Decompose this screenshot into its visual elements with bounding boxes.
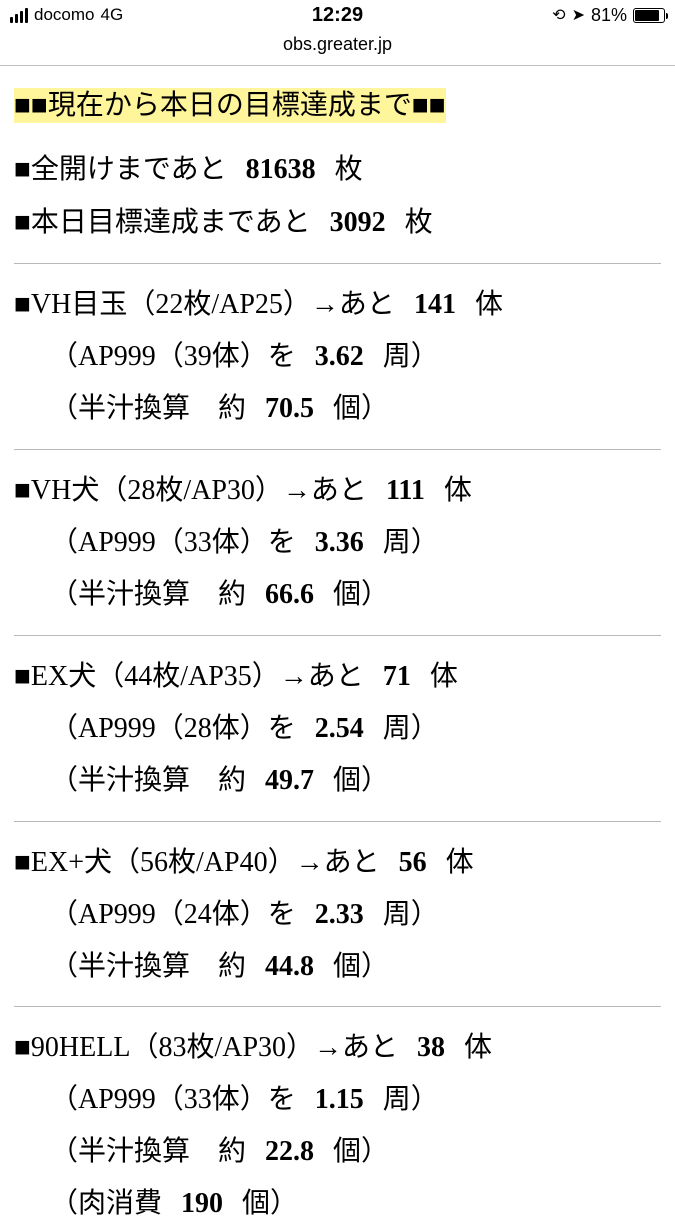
half-row: （半汁換算 約 22.8 個） bbox=[14, 1126, 661, 1178]
ap-suffix: 周） bbox=[383, 1084, 439, 1115]
status-left: docomo 4G bbox=[10, 5, 123, 25]
half-row: （半汁換算 約 44.8 個） bbox=[14, 941, 661, 993]
section-explus-dog: ■EX+犬（56枚/AP40）→あと 56 体 （AP999（24体）を 2.3… bbox=[14, 836, 661, 993]
summary-row-2: ■本日目標達成まであと 3092 枚 bbox=[14, 196, 661, 249]
ap-suffix: 周） bbox=[383, 713, 439, 744]
carrier-label: docomo bbox=[34, 5, 94, 25]
summary2-suffix: 枚 bbox=[405, 207, 433, 238]
main-value: 71 bbox=[383, 661, 411, 692]
main-suffix: 体 bbox=[444, 475, 472, 506]
rotation-lock-icon: ⟲ bbox=[552, 5, 565, 25]
ap-suffix: 周） bbox=[383, 341, 439, 372]
ap-row: （AP999（33体）を 3.36 周） bbox=[14, 517, 661, 569]
half-prefix: （半汁換算 約 bbox=[50, 951, 246, 982]
ap-value: 3.36 bbox=[315, 527, 364, 558]
ap-row: （AP999（33体）を 1.15 周） bbox=[14, 1074, 661, 1126]
meat-suffix: 個） bbox=[242, 1188, 298, 1219]
ap-value: 3.62 bbox=[315, 341, 364, 372]
ap-row: （AP999（24体）を 2.33 周） bbox=[14, 889, 661, 941]
half-suffix: 個） bbox=[333, 1136, 389, 1167]
ap-value: 2.33 bbox=[315, 899, 364, 930]
network-label: 4G bbox=[100, 5, 123, 25]
main-prefix: ■90HELL（83枚/AP30）→あと bbox=[14, 1032, 398, 1063]
main-suffix: 体 bbox=[446, 847, 474, 878]
main-prefix: ■VH目玉（22枚/AP25）→あと bbox=[14, 289, 395, 320]
half-row: （半汁換算 約 49.7 個） bbox=[14, 755, 661, 807]
main-prefix: ■VH犬（28枚/AP30）→あと bbox=[14, 475, 367, 506]
half-value: 22.8 bbox=[265, 1136, 314, 1167]
half-prefix: （半汁換算 約 bbox=[50, 1136, 246, 1167]
meat-prefix: （肉消費 bbox=[50, 1188, 162, 1219]
section-divider bbox=[14, 1006, 661, 1007]
section-main-row: ■EX+犬（56枚/AP40）→あと 56 体 bbox=[14, 836, 661, 889]
ap-row: （AP999（39体）を 3.62 周） bbox=[14, 331, 661, 383]
half-value: 70.5 bbox=[265, 393, 314, 424]
half-value: 66.6 bbox=[265, 579, 314, 610]
page-content: ■■現在から本日の目標達成まで■■ ■全開けまであと 81638 枚 ■本日目標… bbox=[0, 84, 675, 1230]
main-prefix: ■EX犬（44枚/AP35）→あと bbox=[14, 661, 364, 692]
section-main-row: ■VH犬（28枚/AP30）→あと 111 体 bbox=[14, 464, 661, 517]
ap-prefix: （AP999（33体）を bbox=[50, 1084, 296, 1115]
battery-percentage: 81% bbox=[591, 5, 627, 26]
main-value: 56 bbox=[399, 847, 427, 878]
toolbar-divider bbox=[0, 65, 675, 66]
clock: 12:29 bbox=[312, 4, 363, 27]
main-suffix: 体 bbox=[464, 1032, 492, 1063]
meat-value: 190 bbox=[181, 1188, 223, 1219]
section-90hell: ■90HELL（83枚/AP30）→あと 38 体 （AP999（33体）を 1… bbox=[14, 1021, 661, 1230]
page-heading: ■■現在から本日の目標達成まで■■ bbox=[14, 88, 446, 123]
half-prefix: （半汁換算 約 bbox=[50, 765, 246, 796]
main-value: 111 bbox=[386, 475, 425, 506]
section-divider bbox=[14, 449, 661, 450]
half-suffix: 個） bbox=[333, 765, 389, 796]
main-value: 141 bbox=[414, 289, 456, 320]
half-row: （半汁換算 約 70.5 個） bbox=[14, 383, 661, 435]
summary2-value: 3092 bbox=[330, 207, 386, 238]
half-prefix: （半汁換算 約 bbox=[50, 393, 246, 424]
main-suffix: 体 bbox=[475, 289, 503, 320]
ap-prefix: （AP999（28体）を bbox=[50, 713, 296, 744]
status-bar: docomo 4G 12:29 ⟲ ➤ 81% bbox=[0, 0, 675, 30]
signal-icon bbox=[10, 8, 28, 23]
summary1-suffix: 枚 bbox=[335, 154, 363, 185]
ap-prefix: （AP999（33体）を bbox=[50, 527, 296, 558]
section-ex-dog: ■EX犬（44枚/AP35）→あと 71 体 （AP999（28体）を 2.54… bbox=[14, 650, 661, 807]
section-main-row: ■VH目玉（22枚/AP25）→あと 141 体 bbox=[14, 278, 661, 331]
section-vh-eye: ■VH目玉（22枚/AP25）→あと 141 体 （AP999（39体）を 3.… bbox=[14, 278, 661, 435]
summary1-prefix: ■全開けまであと bbox=[14, 154, 227, 185]
address-bar[interactable]: obs.greater.jp bbox=[0, 30, 675, 65]
ap-prefix: （AP999（24体）を bbox=[50, 899, 296, 930]
half-suffix: 個） bbox=[333, 579, 389, 610]
meat-row: （肉消費 190 個） bbox=[14, 1178, 661, 1230]
half-value: 44.8 bbox=[265, 951, 314, 982]
section-divider bbox=[14, 263, 661, 264]
section-main-row: ■90HELL（83枚/AP30）→あと 38 体 bbox=[14, 1021, 661, 1074]
ap-suffix: 周） bbox=[383, 899, 439, 930]
section-main-row: ■EX犬（44枚/AP35）→あと 71 体 bbox=[14, 650, 661, 703]
heading-block: ■■現在から本日の目標達成まで■■ bbox=[14, 84, 661, 129]
half-suffix: 個） bbox=[333, 951, 389, 982]
half-row: （半汁換算 約 66.6 個） bbox=[14, 569, 661, 621]
ap-prefix: （AP999（39体）を bbox=[50, 341, 296, 372]
half-value: 49.7 bbox=[265, 765, 314, 796]
summary-row-1: ■全開けまであと 81638 枚 bbox=[14, 143, 661, 196]
location-icon: ➤ bbox=[572, 5, 585, 25]
section-vh-dog: ■VH犬（28枚/AP30）→あと 111 体 （AP999（33体）を 3.3… bbox=[14, 464, 661, 621]
half-prefix: （半汁換算 約 bbox=[50, 579, 246, 610]
status-right: ⟲ ➤ 81% bbox=[552, 5, 665, 26]
section-divider bbox=[14, 635, 661, 636]
section-divider bbox=[14, 821, 661, 822]
ap-value: 2.54 bbox=[315, 713, 364, 744]
main-suffix: 体 bbox=[430, 661, 458, 692]
url-text: obs.greater.jp bbox=[283, 34, 392, 54]
summary2-prefix: ■本日目標達成まであと bbox=[14, 207, 311, 238]
summary1-value: 81638 bbox=[246, 154, 316, 185]
ap-row: （AP999（28体）を 2.54 周） bbox=[14, 703, 661, 755]
ap-value: 1.15 bbox=[315, 1084, 364, 1115]
battery-icon bbox=[633, 8, 665, 23]
ap-suffix: 周） bbox=[383, 527, 439, 558]
half-suffix: 個） bbox=[333, 393, 389, 424]
main-value: 38 bbox=[417, 1032, 445, 1063]
main-prefix: ■EX+犬（56枚/AP40）→あと bbox=[14, 847, 380, 878]
